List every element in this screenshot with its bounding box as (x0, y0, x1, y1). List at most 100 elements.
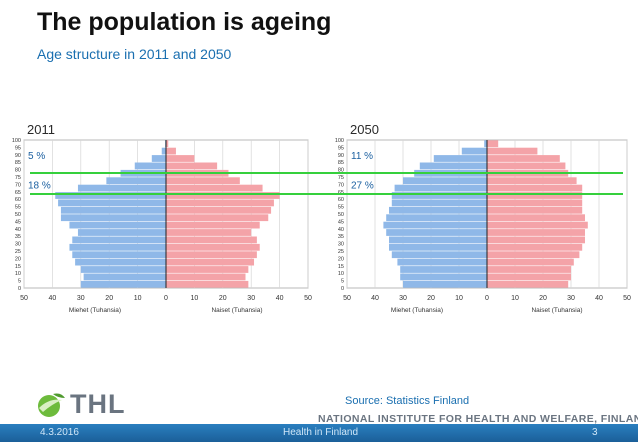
bar-men-35 (386, 229, 487, 236)
bar-men-0 (80, 280, 166, 288)
x-tick-label: 30 (77, 295, 85, 302)
x-tick-label: 10 (134, 295, 142, 302)
age-tick-label: 10 (15, 271, 21, 277)
bar-women-35 (166, 229, 252, 236)
bar-women-40 (166, 221, 260, 229)
bar-women-60 (166, 192, 280, 199)
bar-men-20 (391, 251, 487, 259)
x-tick-label: 30 (399, 295, 407, 302)
bar-men-85 (433, 155, 487, 162)
men-axis-label: Miehet (Tuhansia) (391, 307, 443, 314)
bar-women-80 (487, 162, 566, 170)
x-tick-label: 0 (485, 295, 489, 302)
age-tick-label: 80 (15, 168, 21, 174)
men-axis-label: Miehet (Tuhansia) (69, 307, 121, 314)
age-tick-label: 90 (338, 153, 344, 159)
bar-men-55 (58, 199, 166, 207)
age-tick-label: 95 (338, 145, 344, 151)
share-annotation-1: 18 % (28, 180, 51, 191)
x-tick-label: 40 (371, 295, 379, 302)
bar-men-65 (77, 184, 166, 192)
age-tick-label: 65 (15, 190, 21, 196)
x-tick-label: 50 (623, 295, 631, 302)
x-tick-label: 20 (539, 295, 547, 302)
bar-men-25 (389, 243, 487, 251)
year-label-2011: 2011 (27, 122, 55, 137)
x-tick-label: 10 (455, 295, 463, 302)
footer-bar: 4.3.2016 Health in Finland 3 (0, 424, 638, 442)
institute-name: NATIONAL INSTITUTE FOR HEALTH AND WELFAR… (318, 413, 638, 425)
age-tick-label: 85 (15, 160, 21, 166)
bar-women-70 (487, 177, 577, 185)
bar-men-30 (389, 236, 487, 244)
bar-men-15 (75, 258, 166, 266)
pyramid-chart-2011: 1009590858075706560555045403530252015105… (12, 138, 312, 314)
bar-women-45 (166, 214, 269, 222)
page-subtitle: Age structure in 2011 and 2050 (37, 46, 232, 62)
age-tick-label: 40 (15, 227, 21, 233)
logo-text: THL (70, 389, 126, 419)
bar-women-5 (487, 273, 571, 281)
bar-women-0 (166, 280, 249, 288)
age-tick-label: 5 (341, 279, 344, 285)
bar-men-10 (80, 266, 166, 273)
share-annotation-0: 5 % (28, 151, 45, 162)
age-tick-label: 15 (15, 264, 21, 270)
age-tick-label: 60 (338, 197, 344, 203)
bar-women-80 (166, 162, 218, 170)
bar-men-30 (72, 236, 166, 244)
bar-women-10 (166, 266, 249, 273)
globe-leaf-icon (38, 393, 65, 417)
x-tick-label: 30 (567, 295, 575, 302)
bar-women-15 (487, 258, 574, 266)
age-tick-label: 75 (338, 175, 344, 181)
x-tick-label: 10 (511, 295, 519, 302)
bar-men-70 (106, 177, 166, 185)
age-tick-label: 0 (341, 286, 344, 292)
bar-men-45 (386, 214, 487, 222)
age-tick-label: 35 (338, 234, 344, 240)
source-note: Source: Statistics Finland (345, 395, 470, 407)
bar-men-90 (461, 147, 487, 155)
bar-men-40 (69, 221, 166, 229)
age-tick-label: 20 (15, 256, 21, 262)
age-tick-label: 25 (15, 249, 21, 255)
x-tick-label: 0 (164, 295, 168, 302)
bar-women-95 (487, 140, 499, 148)
bar-women-20 (166, 251, 257, 259)
age-tick-label: 65 (338, 190, 344, 196)
age-tick-label: 95 (15, 145, 21, 151)
age-tick-label: 30 (15, 242, 21, 248)
bar-women-60 (487, 192, 583, 199)
page-title: The population is ageing (37, 8, 332, 36)
bar-women-55 (487, 199, 583, 207)
age-tick-label: 85 (338, 160, 344, 166)
age-65-marker-line (30, 193, 623, 195)
bar-women-50 (166, 206, 272, 214)
bar-men-5 (400, 273, 487, 281)
bar-women-30 (166, 236, 257, 244)
bar-men-35 (77, 229, 166, 236)
bar-women-20 (487, 251, 580, 259)
share-annotation-0: 11 % (351, 151, 373, 162)
bar-women-40 (487, 221, 588, 229)
share-annotation-1: 27 % (351, 180, 374, 191)
age-tick-label: 40 (338, 227, 344, 233)
age-tick-label: 0 (18, 286, 21, 292)
bar-women-45 (487, 214, 585, 222)
footer-page-number: 3 (592, 427, 598, 438)
age-tick-label: 80 (338, 168, 344, 174)
x-tick-label: 20 (427, 295, 435, 302)
bar-women-35 (487, 229, 585, 236)
age-tick-label: 30 (338, 242, 344, 248)
bar-women-55 (166, 199, 274, 207)
bar-men-65 (394, 184, 487, 192)
bar-men-45 (60, 214, 166, 222)
age-tick-label: 35 (15, 234, 21, 240)
bar-men-40 (383, 221, 487, 229)
bar-women-25 (487, 243, 583, 251)
bar-men-80 (134, 162, 166, 170)
footer-date: 4.3.2016 (40, 427, 79, 438)
bar-women-50 (487, 206, 583, 214)
bar-women-90 (487, 147, 538, 155)
